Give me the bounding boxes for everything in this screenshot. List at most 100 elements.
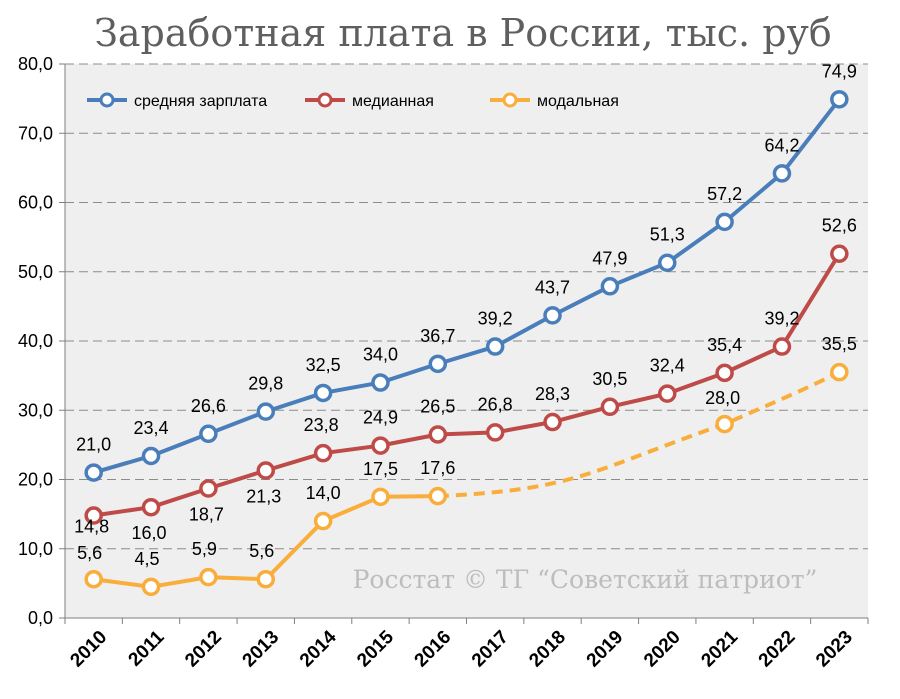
average-salary-data-label: 29,8 (248, 374, 283, 394)
average-salary-data-label: 21,0 (76, 435, 111, 455)
y-tick-label: 0,0 (28, 608, 53, 628)
median-salary-data-label: 23,8 (304, 415, 339, 435)
average-salary-data-label: 32,5 (306, 355, 341, 375)
median-salary-data-label: 18,7 (189, 505, 224, 525)
average-salary-data-label: 43,7 (535, 277, 570, 297)
median-salary-marker (256, 461, 275, 480)
modal-salary-trend-line (437, 370, 841, 499)
y-tick-label: 70,0 (18, 123, 53, 143)
average-salary-marker (141, 446, 161, 466)
modal-salary-marker (830, 362, 849, 382)
average-salary-marker (658, 253, 677, 272)
watermark: Росстат © ТГ “Советский патриот” (353, 565, 818, 594)
median-salary-data-label: 30,5 (592, 369, 627, 389)
median-salary-data-label: 52,6 (822, 216, 857, 236)
average-salary-marker (428, 354, 448, 374)
average-salary-marker (256, 402, 275, 421)
average-salary-marker (715, 212, 734, 232)
x-tick-label: 2011 (125, 626, 169, 670)
modal-salary-marker (84, 569, 103, 589)
average-salary-marker (485, 337, 505, 356)
average-salary-data-label: 39,2 (478, 309, 513, 329)
modal-salary-data-label: 5,6 (77, 543, 102, 563)
x-tick-label: 2015 (353, 626, 398, 671)
average-salary-data-label: 57,2 (707, 184, 742, 204)
y-tick-label: 10,0 (18, 539, 53, 559)
average-salary-line (91, 97, 842, 475)
modal-salary-data-label: 4,5 (135, 549, 160, 569)
modal-salary-data-label: 5,6 (249, 541, 274, 561)
median-salary-data-label: 21,3 (246, 486, 281, 506)
legend-label: модальная (537, 93, 619, 110)
median-salary-line (91, 251, 842, 518)
average-salary-marker (313, 383, 333, 403)
average-salary-data-label: 47,9 (592, 248, 627, 268)
median-salary-marker (658, 384, 677, 403)
x-tick-label: 2014 (296, 626, 341, 671)
median-salary-marker (715, 363, 734, 383)
median-salary-data-label: 35,4 (707, 335, 742, 355)
y-tick-label: 60,0 (18, 193, 53, 213)
modal-salary-data-label: 14,0 (306, 483, 341, 503)
x-tick-label: 2010 (66, 627, 111, 672)
average-salary-marker (543, 306, 562, 325)
y-tick-label: 20,0 (18, 470, 53, 490)
median-salary-marker (772, 337, 792, 356)
median-salary-data-label: 24,9 (363, 408, 398, 428)
y-tick-label: 80,0 (18, 54, 53, 74)
y-tick-label: 50,0 (18, 262, 53, 282)
chart-title: Заработная плата в России, тыс. руб (94, 11, 832, 55)
x-tick-label: 2021 (697, 626, 742, 671)
legend-swatch-marker (317, 92, 333, 108)
median-salary-marker (485, 423, 505, 442)
x-tick-label: 2018 (525, 627, 570, 672)
average-salary-data-label: 51,3 (650, 225, 685, 245)
average-salary-data-label: 36,7 (420, 326, 455, 346)
x-tick-label: 2013 (239, 627, 284, 672)
modal-salary-marker (715, 414, 734, 434)
average-salary-marker (600, 277, 620, 296)
average-salary-marker (84, 463, 103, 482)
median-salary-marker (830, 244, 849, 263)
x-tick-label: 2020 (640, 627, 685, 672)
median-salary-marker (600, 397, 620, 417)
y-tick-label: 40,0 (18, 331, 53, 351)
modal-salary-marker (428, 486, 448, 506)
average-salary-data-label: 34,0 (363, 345, 398, 365)
x-tick-label: 2016 (411, 627, 456, 672)
modal-salary-marker (371, 487, 390, 507)
modal-salary-data-label: 17,5 (363, 459, 398, 479)
median-salary-data-label: 28,3 (535, 384, 570, 404)
x-tick-label: 2019 (583, 627, 628, 672)
median-salary-marker (199, 479, 218, 498)
median-salary-marker (428, 425, 448, 444)
median-salary-marker (141, 497, 161, 517)
y-tick-label: 30,0 (18, 400, 53, 420)
x-tick-label: 2023 (812, 627, 857, 672)
modal-salary-marker (313, 511, 333, 531)
median-salary-data-label: 26,8 (478, 394, 513, 414)
x-tick-label: 2017 (468, 627, 513, 672)
median-salary-marker (313, 443, 333, 463)
x-tick-label: 2012 (181, 627, 226, 672)
median-salary-data-label: 14,8 (74, 517, 109, 537)
average-salary-data-label: 26,6 (191, 396, 226, 416)
average-salary-marker (772, 164, 792, 183)
median-salary-marker (543, 412, 562, 432)
legend-swatch-marker (502, 92, 518, 108)
modal-salary-marker (199, 567, 218, 587)
legend-label: медианная (352, 93, 434, 110)
average-salary-data-label: 64,2 (764, 135, 799, 155)
average-salary-data-label: 23,4 (134, 418, 169, 438)
median-salary-data-label: 16,0 (132, 523, 167, 543)
median-salary-marker (84, 506, 103, 525)
modal-salary-data-label: 28,0 (705, 388, 740, 408)
median-salary-data-label: 39,2 (764, 309, 799, 329)
average-salary-marker (199, 424, 218, 444)
average-salary-marker (371, 373, 390, 392)
legend-swatch-marker (99, 92, 115, 108)
median-salary-data-label: 32,4 (650, 356, 685, 376)
median-salary-marker (371, 436, 390, 455)
modal-salary-data-label: 5,9 (192, 539, 217, 559)
